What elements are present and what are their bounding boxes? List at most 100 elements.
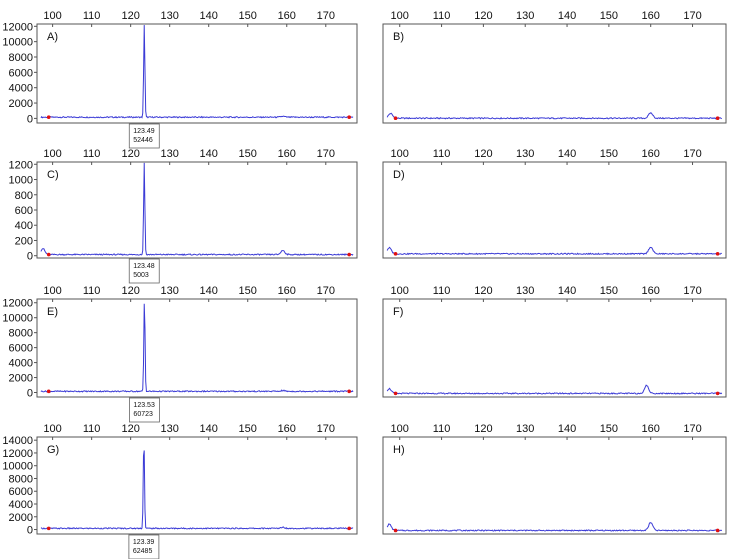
- y-tick-label: 0: [27, 251, 33, 263]
- size-marker: [347, 389, 351, 394]
- signal-trace: [386, 111, 723, 120]
- x-tick-label: 110: [433, 423, 451, 435]
- x-tick-label: 140: [558, 148, 576, 160]
- plot-frame: [382, 161, 727, 259]
- x-tick-label: 160: [278, 285, 296, 297]
- x-tick-label: 100: [43, 423, 61, 435]
- x-tick-label: 130: [516, 10, 534, 22]
- size-marker: [347, 115, 351, 120]
- x-tick-label: 110: [83, 285, 101, 297]
- x-tick-label: 140: [200, 423, 218, 435]
- y-tick-label: 10000: [2, 313, 33, 325]
- peak-label-frame: [128, 123, 160, 149]
- y-tick-label: 2000: [9, 512, 33, 524]
- peak-label-frame: [128, 534, 160, 559]
- y-tick-label: 4000: [9, 83, 33, 95]
- y-tick-label: 2000: [9, 98, 33, 110]
- x-tick-label: 120: [474, 285, 492, 297]
- y-tick-label: 0: [27, 388, 33, 400]
- panel-f: 100 110 120 130 140 150 160 170 F): [382, 285, 727, 398]
- signal-trace: [40, 450, 354, 530]
- x-tick-label: 150: [239, 10, 257, 22]
- x-tick-label: 160: [278, 423, 296, 435]
- panel-label: E): [47, 306, 58, 318]
- x-tick-label: 120: [474, 423, 492, 435]
- x-tick-label: 140: [200, 10, 218, 22]
- x-tick-label: 100: [391, 148, 409, 160]
- x-tick-label: 110: [83, 10, 101, 22]
- peak-label-box: 123.53 60723: [129, 397, 160, 423]
- y-tick-label: 400: [15, 220, 33, 232]
- x-tick-label: 140: [200, 285, 218, 297]
- x-tick-label: 130: [516, 423, 534, 435]
- x-tick-label: 140: [200, 148, 218, 160]
- y-tick-label: 14000: [2, 435, 33, 447]
- panel-e: 100 110 120 130 140 150 160 170 0 2000 4000 6000 800…: [2, 285, 358, 423]
- panel-b: 100 110 120 130 140 150 160 170 B): [382, 10, 727, 124]
- x-tick-label: 100: [43, 10, 61, 22]
- size-marker: [715, 116, 720, 121]
- x-tick-label: 110: [83, 148, 101, 160]
- x-tick-label: 100: [391, 285, 409, 297]
- x-tick-label: 160: [642, 148, 660, 160]
- x-tick-label: 120: [121, 285, 139, 297]
- x-tick-label: 170: [683, 423, 701, 435]
- signal-trace: [40, 303, 354, 393]
- y-tick-label: 4000: [9, 358, 33, 370]
- x-tick-label: 170: [683, 285, 701, 297]
- panel-label: D): [393, 169, 405, 181]
- x-tick-label: 170: [317, 10, 335, 22]
- panel-label: F): [393, 306, 403, 318]
- x-tick-label: 150: [239, 148, 257, 160]
- panel-d: 100 110 120 130 140 150 160 170 D): [382, 148, 727, 259]
- x-tick-label: 170: [317, 285, 335, 297]
- x-tick-label: 100: [391, 10, 409, 22]
- size-marker: [46, 389, 51, 394]
- y-tick-label: 8000: [9, 328, 33, 340]
- y-tick-label: 8000: [9, 473, 33, 485]
- peak-label-box: 123.39 62485: [128, 534, 160, 559]
- x-tick-label: 150: [600, 423, 618, 435]
- x-tick-label: 140: [558, 423, 576, 435]
- peak-label-box: 123.48 5003: [128, 258, 160, 284]
- x-tick-label: 150: [239, 423, 257, 435]
- y-tick-label: 0: [27, 113, 33, 125]
- size-marker: [46, 115, 51, 120]
- y-tick-label: 1200: [9, 159, 33, 171]
- panel-label: A): [47, 31, 58, 43]
- x-tick-label: 160: [278, 10, 296, 22]
- peak-height-label: 52446: [133, 137, 153, 144]
- size-marker: [393, 528, 398, 533]
- peak-label-box: 123.49 52446: [128, 123, 160, 149]
- x-tick-label: 120: [121, 10, 139, 22]
- x-tick-label: 130: [161, 423, 179, 435]
- y-tick-label: 1000: [9, 175, 33, 187]
- x-tick-label: 140: [558, 10, 576, 22]
- y-tick-label: 4000: [9, 499, 33, 511]
- peak-label-frame: [128, 258, 160, 284]
- panel-h: 100 110 120 130 140 150 160 170 H): [382, 423, 727, 535]
- x-tick-label: 100: [43, 148, 61, 160]
- y-tick-label: 6000: [9, 486, 33, 498]
- x-tick-label: 120: [121, 423, 139, 435]
- panel-label: B): [393, 31, 404, 43]
- y-tick-label: 10000: [2, 37, 33, 49]
- size-marker: [46, 252, 51, 257]
- signal-trace: [40, 25, 354, 119]
- size-marker: [347, 526, 351, 531]
- size-marker: [715, 528, 720, 533]
- x-tick-label: 130: [161, 285, 179, 297]
- x-tick-label: 170: [317, 423, 335, 435]
- x-tick-label: 130: [161, 10, 179, 22]
- size-marker: [46, 526, 51, 531]
- peak-size-label: 123.39: [133, 539, 155, 546]
- panel-label: G): [47, 444, 59, 456]
- y-tick-label: 12000: [2, 21, 33, 33]
- x-tick-label: 120: [121, 148, 139, 160]
- size-marker: [715, 391, 720, 396]
- y-tick-label: 8000: [9, 52, 33, 64]
- plot-frame: [36, 161, 358, 259]
- peak-size-label: 123.53: [133, 402, 155, 409]
- x-tick-label: 100: [43, 285, 61, 297]
